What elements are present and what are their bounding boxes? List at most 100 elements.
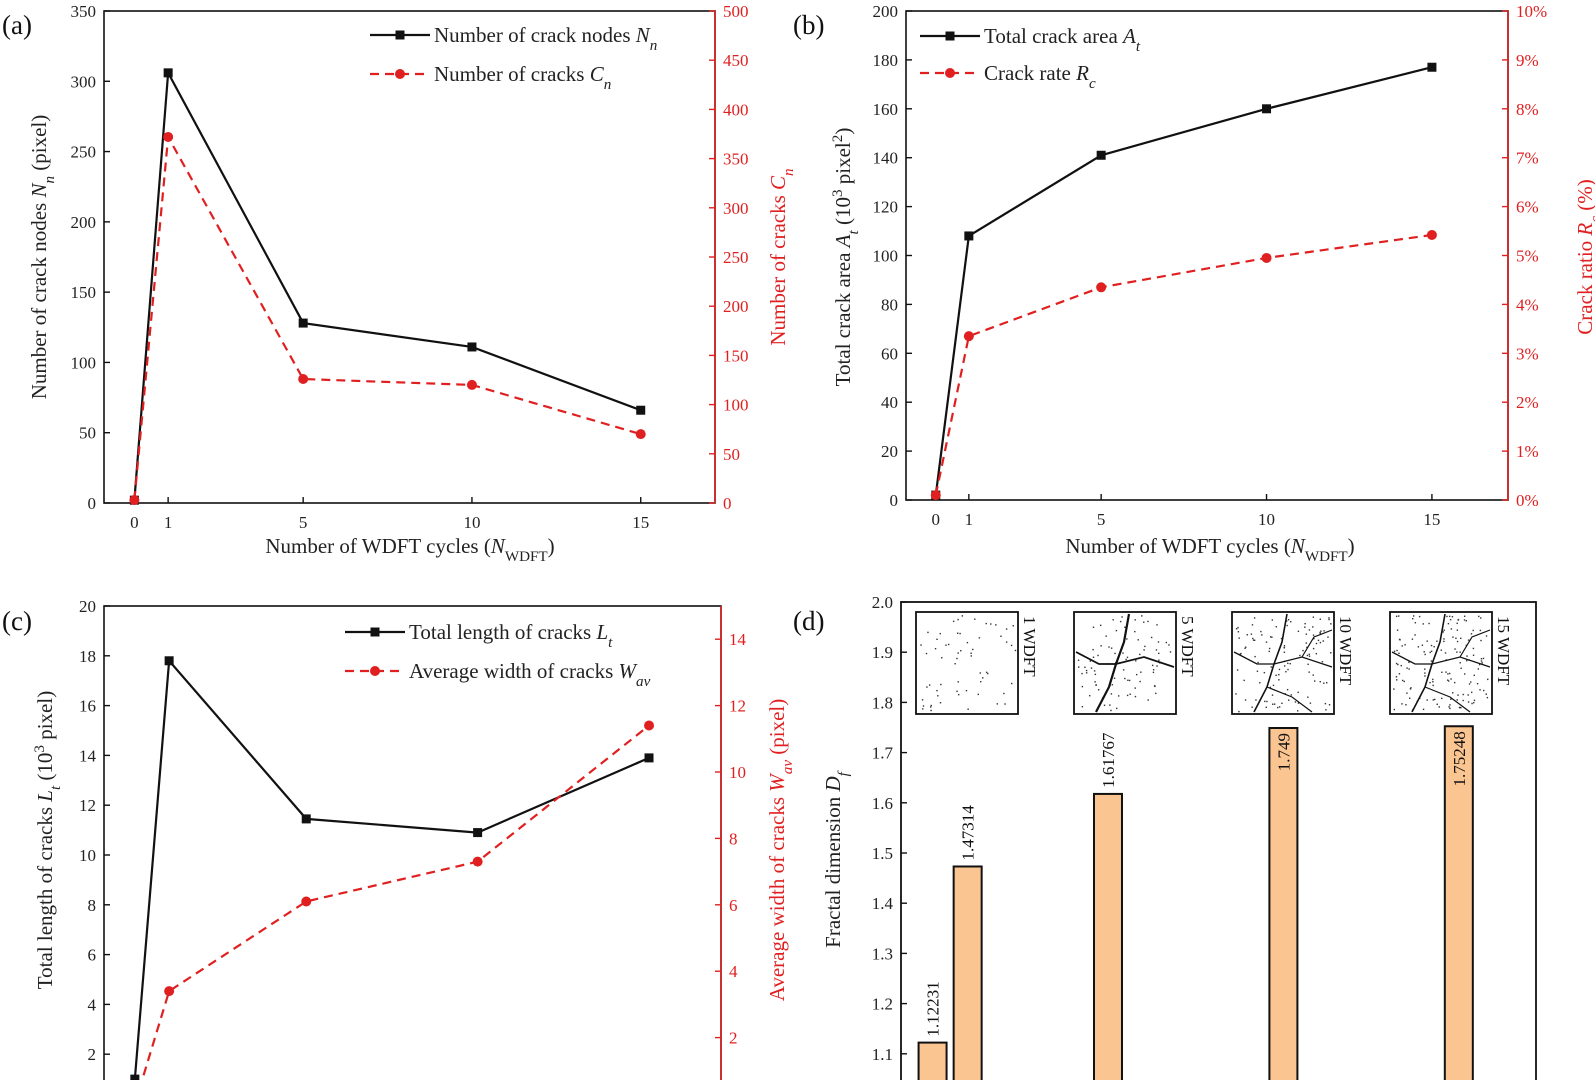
y2-tick-label: 6 xyxy=(729,896,738,915)
crack-speck xyxy=(1471,702,1473,705)
crack-speck xyxy=(967,708,969,710)
series-line xyxy=(934,66,1433,496)
crack-speck xyxy=(1152,671,1155,674)
bar-value-label: 1.61767 xyxy=(1099,732,1118,788)
y-tick-label: 250 xyxy=(71,143,97,162)
crack-speck xyxy=(921,699,924,701)
crack-speck xyxy=(1108,646,1110,648)
crack-speck xyxy=(1411,638,1414,640)
thumbnail-label: 5 WDFT xyxy=(1178,616,1197,677)
crack-speck xyxy=(1417,646,1420,648)
crack-speck xyxy=(1140,671,1142,673)
crack-speck xyxy=(1424,668,1426,670)
thumbnail-image xyxy=(1389,611,1493,715)
crack-speck xyxy=(1424,672,1426,674)
crack-speck xyxy=(1304,626,1306,628)
crack-speck xyxy=(1308,671,1310,673)
crack-speck xyxy=(1275,674,1277,677)
crack-line xyxy=(1266,686,1313,713)
y-tick-label: 150 xyxy=(71,283,97,302)
crack-speck xyxy=(945,644,947,646)
crack-speck xyxy=(952,620,955,623)
crack-speck xyxy=(1255,699,1257,701)
y-tick-label: 200 xyxy=(71,213,97,232)
series-line xyxy=(133,69,642,501)
crack-speck xyxy=(1100,645,1102,647)
crack-speck xyxy=(1134,695,1137,698)
crack-speck xyxy=(1155,649,1158,651)
crack-speck xyxy=(1472,629,1474,632)
crack-speck xyxy=(1396,629,1399,631)
crack-speck xyxy=(1157,641,1160,643)
crack-speck xyxy=(1308,653,1310,656)
crack-speck xyxy=(1423,651,1425,653)
crack-speck xyxy=(1244,699,1247,701)
crack-speck xyxy=(1432,684,1434,687)
crack-speck xyxy=(1134,687,1136,689)
crack-speck xyxy=(1236,669,1239,671)
legend-marker xyxy=(945,68,955,78)
crack-speck xyxy=(1395,679,1398,681)
y-tick-label: 160 xyxy=(873,100,899,119)
data-point xyxy=(164,656,174,666)
crack-speck xyxy=(1297,630,1300,633)
crack-speck xyxy=(1456,699,1458,701)
crack-speck xyxy=(1126,656,1129,659)
crack-speck xyxy=(1243,679,1245,682)
crack-speck xyxy=(1308,629,1311,631)
crack-speck xyxy=(1235,628,1238,630)
crack-speck xyxy=(1092,626,1095,628)
crack-speck xyxy=(1286,624,1288,627)
crack-speck xyxy=(1432,681,1434,683)
crack-speck xyxy=(1452,636,1454,638)
crack-speck xyxy=(1319,632,1321,635)
data-point xyxy=(964,231,974,241)
crack-line xyxy=(1075,651,1175,668)
crack-speck xyxy=(1306,654,1309,657)
crack-speck xyxy=(1283,651,1286,654)
crack-speck xyxy=(1447,622,1450,625)
data-point xyxy=(301,814,311,824)
crack-speck xyxy=(1401,703,1403,705)
y2-tick-label: 8% xyxy=(1516,100,1539,119)
crack-speck xyxy=(1321,661,1324,663)
crack-speck xyxy=(936,638,938,641)
crack-speck xyxy=(1448,615,1451,618)
crack-speck xyxy=(1456,629,1459,631)
crack-speck xyxy=(1122,669,1125,671)
y-tick-label: 16 xyxy=(79,697,96,716)
series-line xyxy=(140,724,650,1080)
crack-speck xyxy=(1114,652,1116,655)
crack-speck xyxy=(1312,674,1314,676)
crack-speck xyxy=(1424,653,1426,656)
crack-speck xyxy=(990,623,992,625)
crack-speck xyxy=(1449,707,1451,710)
y2-tick-label: 50 xyxy=(723,445,740,464)
crack-speck xyxy=(1288,699,1290,701)
crack-speck xyxy=(1330,652,1332,654)
y-tick-label: 1.8 xyxy=(872,693,893,712)
crack-speck xyxy=(926,686,928,688)
crack-speck xyxy=(1460,706,1462,709)
crack-speck xyxy=(1466,655,1468,657)
y-tick-label: 1.1 xyxy=(872,1045,893,1064)
crack-speck xyxy=(930,709,932,712)
crack-speck xyxy=(1126,638,1128,640)
crack-speck xyxy=(1442,631,1444,633)
crack-speck xyxy=(1480,617,1482,619)
data-point xyxy=(472,856,483,867)
data-point xyxy=(644,753,654,763)
crack-speck xyxy=(1264,700,1266,703)
crack-speck xyxy=(1479,629,1482,632)
crack-speck xyxy=(957,652,959,654)
crack-speck xyxy=(1121,616,1123,618)
crack-speck xyxy=(1158,659,1160,661)
data-point xyxy=(1261,252,1272,263)
crack-speck xyxy=(1449,618,1452,621)
y2-axis-title: Number of cracks Cn xyxy=(766,168,797,345)
crack-speck xyxy=(1396,649,1398,652)
data-point xyxy=(1426,229,1437,240)
crack-speck xyxy=(1398,673,1401,675)
crack-speck xyxy=(957,681,959,683)
